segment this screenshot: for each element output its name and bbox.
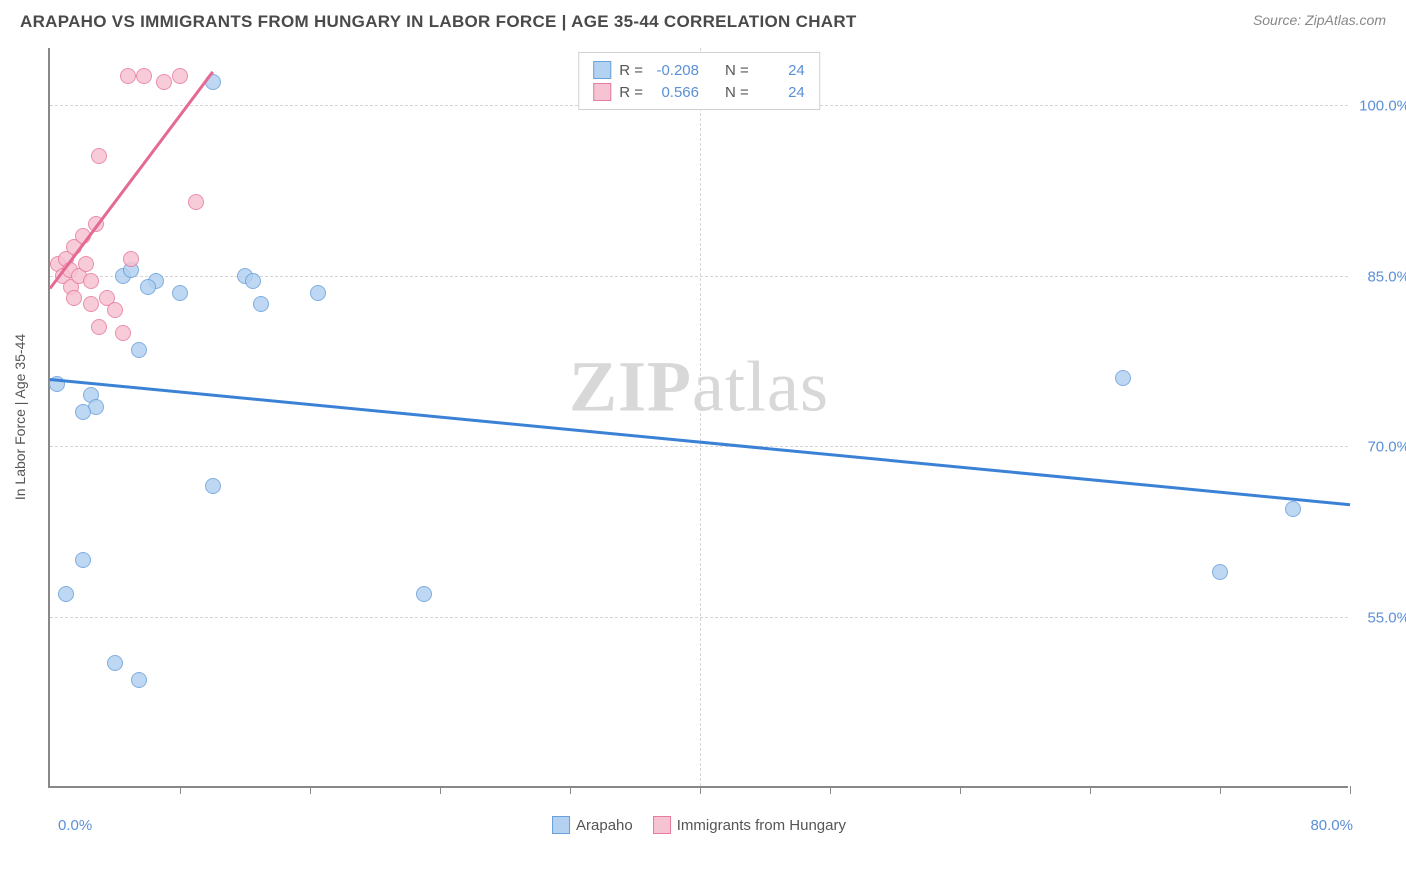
legend-item-hungary: Immigrants from Hungary — [653, 816, 846, 834]
legend-swatch-hungary — [593, 83, 611, 101]
legend-stats: R = -0.208 N = 24 R = 0.566 N = 24 — [578, 52, 820, 110]
y-tick-label: 70.0% — [1367, 439, 1406, 456]
legend-swatch-arapaho — [593, 61, 611, 79]
data-point — [140, 279, 156, 295]
data-point — [1212, 564, 1228, 580]
legend-stats-row-1: R = -0.208 N = 24 — [593, 59, 805, 81]
x-tick-mark — [180, 786, 181, 794]
watermark: ZIPatlas — [569, 346, 829, 429]
data-point — [91, 319, 107, 335]
legend-N-label: N = — [725, 84, 749, 101]
gridline-h: 55.0% — [50, 617, 1348, 618]
x-tick-mark — [440, 786, 441, 794]
data-point — [75, 552, 91, 568]
data-point — [83, 296, 99, 312]
chart-header: ARAPAHO VS IMMIGRANTS FROM HUNGARY IN LA… — [0, 0, 1406, 40]
data-point — [107, 655, 123, 671]
data-point — [66, 290, 82, 306]
y-axis-title: In Labor Force | Age 35-44 — [12, 334, 28, 500]
data-point — [91, 148, 107, 164]
y-tick-label: 100.0% — [1359, 97, 1406, 114]
data-point — [123, 251, 139, 267]
x-tick-mark — [1220, 786, 1221, 794]
chart-plot-area: In Labor Force | Age 35-44 ZIPatlas 100.… — [48, 48, 1348, 788]
x-axis-label-max: 80.0% — [1310, 817, 1353, 834]
x-tick-mark — [830, 786, 831, 794]
data-point — [188, 194, 204, 210]
legend-stats-row-2: R = 0.566 N = 24 — [593, 81, 805, 103]
data-point — [107, 302, 123, 318]
data-point — [75, 404, 91, 420]
data-point — [78, 256, 94, 272]
data-point — [136, 68, 152, 84]
data-point — [205, 478, 221, 494]
legend-label-arapaho: Arapaho — [576, 817, 633, 834]
data-point — [115, 325, 131, 341]
x-tick-mark — [1090, 786, 1091, 794]
data-point — [245, 273, 261, 289]
data-point — [156, 74, 172, 90]
x-tick-mark — [310, 786, 311, 794]
legend-swatch-hungary-2 — [653, 816, 671, 834]
gridline-h: 70.0% — [50, 446, 1348, 447]
y-tick-label: 55.0% — [1367, 610, 1406, 627]
legend-label-hungary: Immigrants from Hungary — [677, 817, 846, 834]
data-point — [172, 68, 188, 84]
watermark-left: ZIP — [569, 347, 692, 427]
legend-R-value-2: 0.566 — [651, 84, 699, 101]
data-point — [58, 586, 74, 602]
legend-N-label: N = — [725, 62, 749, 79]
legend-R-label: R = — [619, 84, 643, 101]
data-point — [131, 342, 147, 358]
legend-R-label: R = — [619, 62, 643, 79]
y-tick-label: 85.0% — [1367, 268, 1406, 285]
gridline-v — [700, 48, 701, 786]
data-point — [310, 285, 326, 301]
data-point — [416, 586, 432, 602]
x-tick-mark — [1350, 786, 1351, 794]
legend-item-arapaho: Arapaho — [552, 816, 633, 834]
x-tick-mark — [700, 786, 701, 794]
legend-swatch-arapaho-2 — [552, 816, 570, 834]
legend-series: Arapaho Immigrants from Hungary — [552, 816, 846, 834]
data-point — [131, 672, 147, 688]
data-point — [120, 68, 136, 84]
legend-R-value-1: -0.208 — [651, 62, 699, 79]
data-point — [1115, 370, 1131, 386]
data-point — [83, 273, 99, 289]
x-tick-mark — [960, 786, 961, 794]
data-point — [172, 285, 188, 301]
x-axis-label-min: 0.0% — [58, 817, 92, 834]
x-tick-mark — [570, 786, 571, 794]
watermark-right: atlas — [692, 347, 829, 427]
data-point — [253, 296, 269, 312]
data-point — [1285, 501, 1301, 517]
legend-N-value-1: 24 — [757, 62, 805, 79]
chart-title: ARAPAHO VS IMMIGRANTS FROM HUNGARY IN LA… — [20, 12, 857, 32]
legend-N-value-2: 24 — [757, 84, 805, 101]
chart-source: Source: ZipAtlas.com — [1253, 12, 1386, 28]
